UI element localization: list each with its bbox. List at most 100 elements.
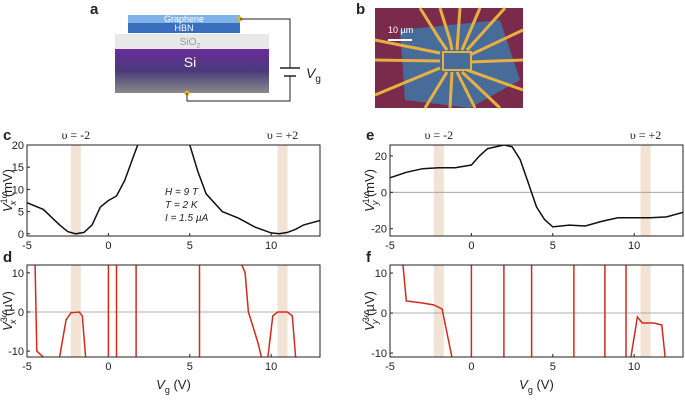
flake (400, 20, 520, 108)
micrograph: 10 µm (374, 6, 524, 110)
panel-label: d (3, 249, 12, 266)
label: g (315, 74, 321, 85)
axis-label: V (0, 321, 15, 331)
x-tick-label: 0 (468, 240, 474, 252)
axis-label: g (528, 385, 533, 395)
axis-label: y (370, 200, 380, 206)
axis-label: 3ω (0, 310, 9, 322)
x-tick-label: 10 (628, 240, 640, 252)
x-tick-label: -5 (22, 240, 32, 252)
axis-label: (mV) (362, 169, 377, 201)
y-tick-label: -10 (8, 346, 24, 358)
axis-label: 1ω (361, 191, 371, 203)
shaded-band (433, 265, 444, 357)
axis-label: V (0, 202, 15, 212)
label: HBN (174, 23, 193, 33)
axis-label: (mV) (0, 169, 15, 201)
shaded-band (640, 265, 651, 357)
x-tick-label: -5 (22, 361, 32, 373)
annotation: I = 1.5 µA (165, 213, 209, 224)
x-tick-label: -5 (385, 240, 395, 252)
axis-label: V3ωx (µV) (0, 291, 18, 331)
shaded-band (277, 265, 288, 357)
plot-frame (26, 144, 321, 237)
panel-label: f (366, 249, 372, 266)
schematic: Graphene HBN SiO2 Si Vg (115, 14, 321, 102)
y-tick-label: 20 (375, 151, 387, 163)
y-tick-label: 0 (18, 307, 24, 319)
label: Graphene (164, 14, 204, 24)
data-line (34, 265, 297, 357)
data-line (390, 145, 683, 228)
annotation: H = 9 T (165, 187, 199, 198)
axis-label: V (519, 377, 529, 392)
band-label: υ = +2 (630, 128, 661, 142)
panel-label: c (3, 127, 11, 144)
shaded-band (70, 145, 81, 236)
label: SiO2 (180, 37, 201, 50)
si-layer (115, 49, 269, 93)
axis-label: V1ωx (mV) (0, 169, 18, 212)
shaded-band (433, 145, 444, 236)
axis-label: V (362, 321, 377, 331)
label: Si (184, 54, 196, 70)
data-line (402, 265, 666, 357)
scale-label: 10 µm (388, 25, 413, 35)
band-label: υ = -2 (61, 128, 90, 142)
axis-label: (V) (170, 377, 191, 392)
x-tick-label: 0 (105, 361, 111, 373)
x-tick-label: 0 (468, 361, 474, 373)
axis-label: (µV) (0, 291, 15, 319)
plot-frame (389, 144, 684, 237)
panel-label: e (366, 127, 374, 144)
axis-label: V1ωy (mV) (361, 169, 380, 212)
x-tick-label: -5 (385, 361, 395, 373)
axis-label: x (8, 200, 18, 206)
x-tick-label: 5 (550, 240, 556, 252)
label: SiO (180, 37, 197, 48)
panel-label: a (90, 1, 99, 18)
shaded-band (640, 145, 651, 236)
electrodes (374, 6, 524, 110)
shaded-band (277, 145, 288, 236)
y-tick-label: 0 (18, 229, 24, 241)
axis-label: V3ωy (µV) (361, 291, 380, 331)
axis-label: x (8, 319, 18, 325)
plot-frame (26, 264, 321, 358)
shaded-band (70, 265, 81, 357)
axis-label: (µV) (362, 291, 377, 319)
axis-label: V (362, 202, 377, 212)
data-line (27, 145, 320, 235)
x-tick-label: 10 (265, 240, 277, 252)
x-tick-label: 0 (105, 240, 111, 252)
y-tick-label: 10 (12, 184, 24, 196)
y-tick-label: 5 (18, 207, 24, 219)
axis-label: 3ω (361, 310, 371, 322)
label: Vg (306, 65, 321, 85)
x-tick-label: 5 (187, 240, 193, 252)
x-tick-label: 10 (265, 361, 277, 373)
x-tick-label: 5 (187, 361, 193, 373)
graphene-layer (128, 15, 240, 23)
axis-label: V (156, 377, 166, 392)
y-tick-label: 0 (381, 308, 387, 320)
panel-label: b (356, 1, 365, 18)
y-tick-label: 10 (12, 268, 24, 280)
plot-frame (389, 264, 684, 358)
band-label: υ = -2 (424, 128, 453, 142)
y-tick-label: 10 (375, 268, 387, 280)
wire (186, 76, 291, 102)
axis-label: 1ω (0, 191, 9, 203)
y-tick-label: 0 (381, 187, 387, 199)
band-label: υ = +2 (267, 128, 298, 142)
x-tick-label: 10 (628, 361, 640, 373)
y-tick-label: 15 (12, 162, 24, 174)
hbn-layer (128, 23, 240, 33)
label: 2 (196, 43, 200, 50)
axis-label: g (165, 385, 170, 395)
axis-label: y (370, 319, 380, 325)
label: V (306, 65, 317, 81)
axis-label: Vg (V) (519, 377, 554, 395)
annotation: T = 2 K (165, 200, 199, 211)
